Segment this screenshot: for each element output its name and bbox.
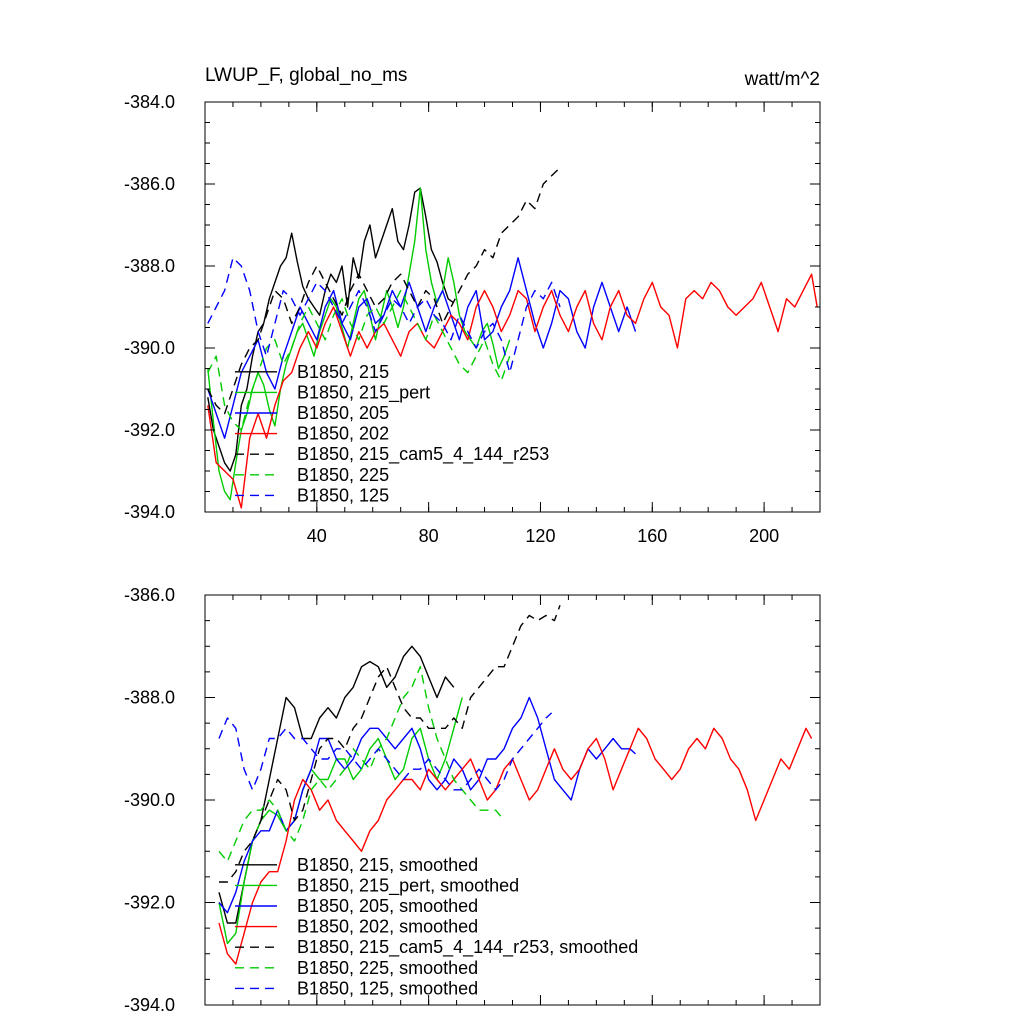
y-tick-label: -388.0: [124, 256, 175, 276]
legend-label: B1850, 215_pert, smoothed: [297, 875, 519, 896]
legend-label: B1850, 202, smoothed: [297, 917, 478, 937]
legend-label: B1850, 202: [297, 424, 389, 444]
legend-label: B1850, 225: [297, 465, 389, 485]
y-tick-label: -392.0: [124, 420, 175, 440]
legend-label: B1850, 215_cam5_4_144_r253: [297, 444, 549, 465]
bottom-axis-ticks: -386.0 -388.0 -390.0 -392.0 -394.0: [124, 585, 820, 1015]
x-tick-label: 160: [637, 526, 667, 546]
y-tick-label: -392.0: [124, 893, 175, 913]
top-panel-units: watt/m^2: [744, 69, 820, 90]
series-line-0: [207, 187, 455, 472]
legend-label: B1850, 225, smoothed: [297, 958, 478, 978]
legend-label: B1850, 125: [297, 485, 389, 505]
series-line-6: [218, 712, 553, 791]
y-tick-label: -388.0: [124, 688, 175, 708]
y-tick-label: -386.0: [124, 174, 175, 194]
legend-label: B1850, 215: [297, 362, 389, 382]
series-line-6: [207, 257, 561, 374]
x-tick-label: 80: [419, 526, 439, 546]
y-tick-label: -384.0: [124, 92, 175, 112]
y-tick-label: -390.0: [124, 338, 175, 358]
series-line-2: [207, 257, 637, 439]
series-line-4: [207, 167, 561, 415]
legend-label: B1850, 205: [297, 403, 389, 423]
x-tick-label: 40: [307, 526, 327, 546]
top-series-group: [207, 167, 818, 509]
legend-label: B1850, 125, smoothed: [297, 978, 478, 998]
y-tick-label: -394.0: [124, 502, 175, 522]
legend-label: B1850, 215_pert: [297, 382, 430, 403]
y-tick-label: -394.0: [124, 995, 175, 1015]
x-tick-label: 120: [525, 526, 555, 546]
y-tick-label: -386.0: [124, 585, 175, 605]
top-panel: LWUP_F, global_no_ms watt/m^2 -384.0 -386…: [124, 65, 821, 546]
y-tick-label: -390.0: [124, 790, 175, 810]
x-tick-label: 200: [749, 526, 779, 546]
legend-label: B1850, 205, smoothed: [297, 896, 478, 916]
series-line-5: [207, 289, 511, 431]
series-line-3: [207, 273, 818, 509]
bottom-series-group: [218, 604, 813, 965]
legend-label: B1850, 215_cam5_4_144_r253, smoothed: [297, 937, 638, 958]
bottom-panel: -386.0 -388.0 -390.0 -392.0 -394.0 B1850, 21…: [124, 585, 821, 1015]
top-panel-title: LWUP_F, global_no_ms: [205, 65, 407, 86]
series-line-3: [218, 727, 813, 965]
top-axis-ticks: -384.0 -386.0 -388.0 -390.0 -392.0 -394.0 40 80…: [124, 92, 820, 546]
legend-label: B1850, 215, smoothed: [297, 855, 478, 875]
